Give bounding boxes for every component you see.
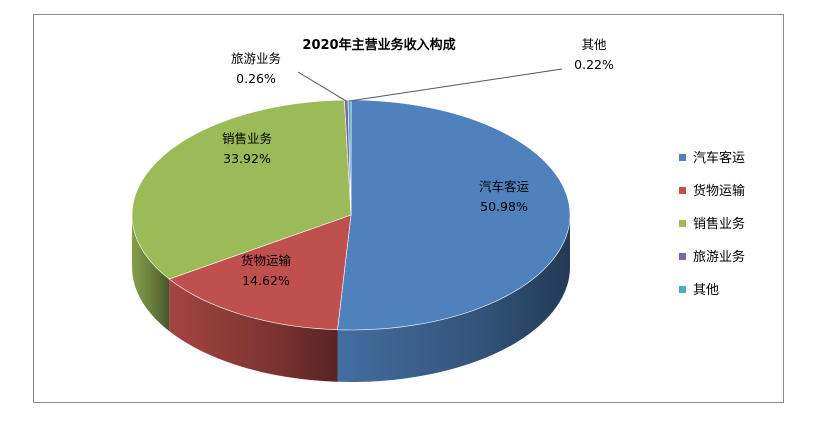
legend-label-other: 其他 — [693, 283, 719, 298]
leader-line-tourism — [297, 71, 347, 102]
side-bus — [337, 215, 570, 382]
legend-swatch-sales — [679, 220, 686, 227]
pie-chart: 2020年主营业务收入构成 汽车客运 50.98% 货物运输 14.62% 销售业务 33… — [131, 37, 745, 382]
slice-freight — [168, 214, 352, 331]
legend-label-freight: 货物运输 — [693, 183, 745, 199]
label-value-freight: 14.62% — [242, 273, 290, 288]
side-sales — [132, 215, 170, 332]
label-value-other: 0.22% — [574, 57, 614, 72]
slice-other — [347, 99, 352, 216]
pie-sides — [132, 215, 570, 382]
label-name-bus: 汽车客运 — [479, 179, 530, 194]
leader-lines — [297, 68, 563, 102]
data-labels: 汽车客运 50.98% 货物运输 14.62% 销售业务 33.92% 旅游业务 0.26% 其… — [222, 37, 614, 288]
label-name-sales: 销售业务 — [222, 131, 272, 146]
label-name-other: 其他 — [581, 37, 607, 52]
side-freight — [169, 279, 338, 382]
slice-sales — [131, 99, 352, 280]
legend-swatch-tourism — [679, 253, 686, 260]
chart-title: 2020年主营业务收入构成 — [302, 37, 455, 53]
legend-swatch-bus — [679, 154, 686, 161]
label-value-sales: 33.92% — [223, 151, 271, 166]
slice-bus — [337, 99, 571, 331]
pie-slices — [131, 99, 571, 331]
legend-label-bus: 汽车客运 — [693, 150, 745, 166]
legend-label-tourism: 旅游业务 — [693, 249, 745, 265]
legend-swatch-freight — [679, 187, 686, 194]
legend-label-sales: 销售业务 — [693, 216, 745, 232]
label-name-tourism: 旅游业务 — [231, 51, 281, 66]
leader-line-other — [349, 68, 563, 102]
chart-frame: 2020年主营业务收入构成 汽车客运 50.98% 货物运输 14.62% 销售业务 33… — [33, 14, 784, 403]
label-value-tourism: 0.26% — [236, 71, 276, 86]
label-value-bus: 50.98% — [480, 199, 528, 214]
label-name-freight: 货物运输 — [241, 253, 292, 268]
legend-swatch-other — [679, 286, 686, 293]
